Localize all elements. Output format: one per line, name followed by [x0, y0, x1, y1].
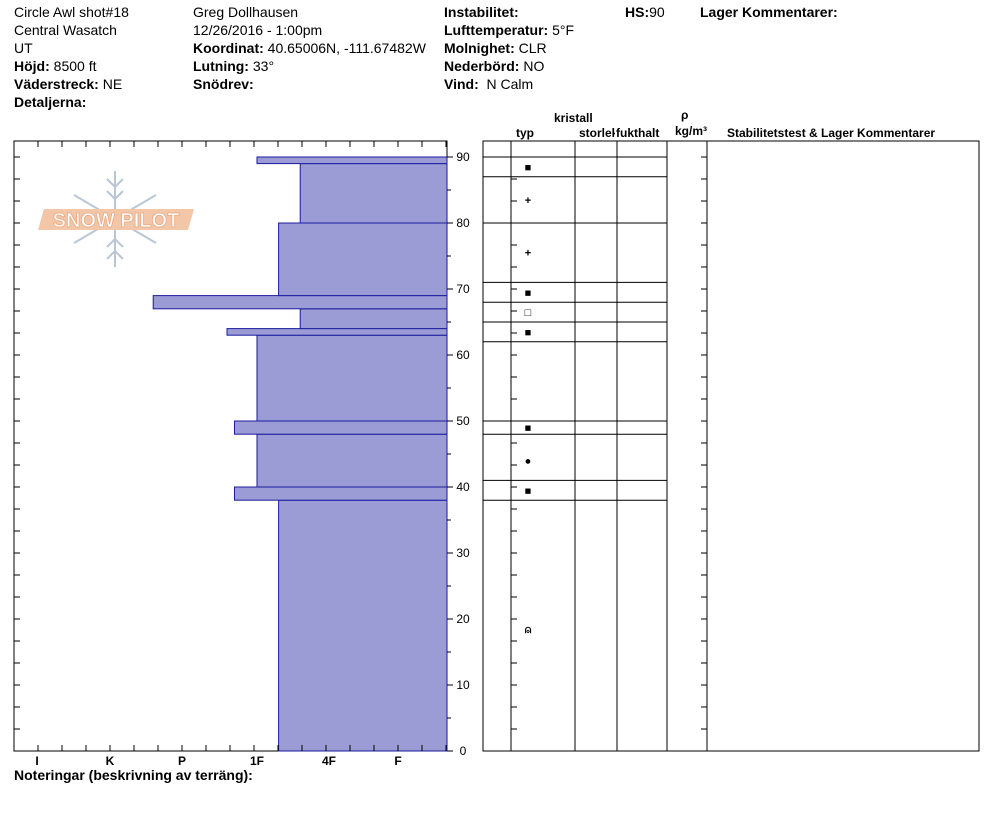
snowpilot-logo: SNOW PILOT	[38, 171, 194, 267]
hardness-bar	[234, 486, 448, 501]
grain-table-ticks	[511, 156, 707, 752]
observer-name: Greg Dollhausen	[193, 4, 299, 20]
grain-type-symbol: ■	[525, 485, 532, 497]
sky-field: Molnighet: CLR	[444, 39, 547, 57]
hardness-axis-ticks	[13, 141, 447, 752]
wind-field: Vind: N Calm	[444, 75, 533, 93]
coordinate-field: Koordinat: 40.65006N, -111.67482W	[193, 39, 426, 57]
grain-type-symbol: □	[525, 307, 532, 319]
location-name: Circle Awl shot#18	[14, 4, 129, 20]
depth-tick-label: 10	[456, 678, 470, 692]
grain-type-symbol: ■	[525, 423, 532, 435]
depth-tick-label: 60	[456, 348, 470, 362]
hardness-bar	[278, 499, 448, 752]
snowdrift-label: Snödrev:	[193, 76, 254, 92]
depth-tick-label: 90	[456, 150, 470, 164]
grain-type-symbol: +	[525, 248, 531, 260]
precip-value: NO	[523, 58, 545, 74]
grain-table-frame	[482, 140, 980, 752]
layer-comments-label: Lager Kommentarer:	[700, 4, 838, 20]
depth-tick-label: 30	[456, 546, 470, 560]
observation-datetime: 12/26/2016 - 1:00pm	[193, 22, 323, 38]
hardness-bar	[234, 420, 448, 435]
aspect-label: Väderstreck:	[14, 76, 99, 92]
hardness-bar	[226, 328, 448, 336]
hardness-bar	[152, 295, 448, 310]
hardness-label: K	[106, 754, 115, 768]
precip-field: Nederbörd: NO	[444, 57, 544, 75]
column-header-type: typ	[516, 126, 534, 140]
hardness-label: I	[35, 754, 38, 768]
sky-value: CLR	[518, 40, 547, 56]
details-label: Detaljerna:	[14, 94, 87, 110]
column-header-stability: Stabilitetstest & Lager Kommentarer	[727, 126, 936, 140]
instability-label: Instabilitet:	[444, 4, 519, 20]
hardness-label: P	[178, 754, 186, 768]
precip-label: Nederbörd:	[444, 58, 520, 74]
depth-tick-label: 20	[456, 612, 470, 626]
logo-banner	[38, 209, 194, 230]
grain-type-symbol: ■	[525, 162, 532, 174]
hardness-bar	[299, 163, 448, 224]
wind-value: N Calm	[486, 76, 534, 92]
depth-tick-label: 0	[460, 744, 467, 758]
hardness-bars	[152, 156, 448, 752]
grain-type-symbol: ⍝	[525, 624, 532, 636]
terrain-notes-label: Noteringar (beskrivning av terräng):	[14, 767, 253, 783]
depth-tick-label: 80	[456, 216, 470, 230]
depth-axis: 0 10 20 30 40 50 60 70 80 90	[447, 150, 470, 758]
grain-type-symbol: ■	[525, 287, 532, 299]
wind-label: Vind:	[444, 76, 479, 92]
column-header-size: storlek	[579, 126, 615, 140]
column-header-crystal: kristall	[554, 111, 593, 125]
grain-type-symbol: ■	[525, 327, 532, 339]
slope-value: 33°	[252, 58, 275, 74]
hardness-axis-labels: I K P 1F 4F F	[35, 754, 401, 768]
air-temp-label: Lufttemperatur:	[444, 22, 549, 38]
coordinate-label: Koordinat:	[193, 40, 264, 56]
grain-type-symbol: ●	[525, 456, 532, 468]
column-header-rho: ρ	[681, 108, 689, 122]
elevation-field: Höjd: 8500 ft	[14, 57, 96, 75]
sky-label: Molnighet:	[444, 40, 515, 56]
slope-label: Lutning:	[193, 58, 249, 74]
aspect-value: NE	[102, 76, 123, 92]
air-temp-value: 5°F	[552, 22, 575, 38]
hardness-label: 1F	[250, 754, 264, 768]
hardness-bar	[256, 156, 448, 165]
depth-tick-label: 70	[456, 282, 470, 296]
hardness-bar	[256, 433, 448, 488]
column-header-density-unit: kg/m³	[675, 124, 708, 138]
air-temp-field: Lufttemperatur: 5°F	[444, 21, 574, 39]
hardness-label: F	[394, 754, 401, 768]
depth-tick-label: 50	[456, 414, 470, 428]
location-range: Central Wasatch	[14, 22, 117, 38]
grain-rows: ■ + + ■ □ ■ ■ ● ■ ⍝	[483, 156, 667, 636]
depth-tick-label: 40	[456, 480, 470, 494]
hardness-label: 4F	[322, 754, 336, 768]
aspect-field: Väderstreck: NE	[14, 75, 122, 93]
snow-height-value: 90	[649, 4, 665, 20]
hardness-bar	[278, 222, 448, 297]
grain-type-symbol: +	[525, 195, 531, 207]
coordinate-value: 40.65006N, -111.67482W	[267, 40, 426, 56]
snow-height-field: HS:90	[625, 3, 665, 21]
hardness-bar	[256, 334, 448, 422]
logo-text: SNOW PILOT	[53, 210, 180, 232]
location-state: UT	[14, 40, 33, 56]
elevation-label: Höjd:	[14, 58, 50, 74]
snow-height-label: HS:	[625, 4, 650, 20]
slope-field: Lutning: 33°	[193, 57, 274, 75]
column-header-moisture: fukthalt	[616, 126, 660, 140]
elevation-value: 8500 ft	[53, 58, 97, 74]
hardness-bar	[299, 308, 448, 330]
